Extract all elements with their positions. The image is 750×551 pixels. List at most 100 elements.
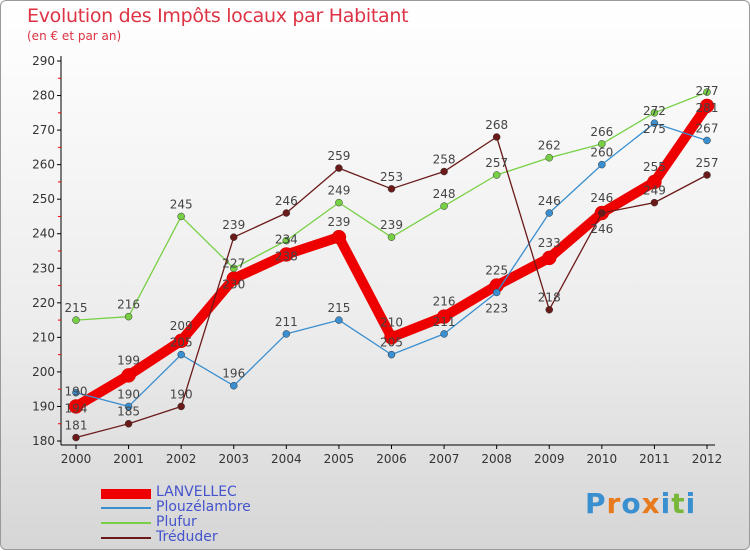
data-label: 185 bbox=[117, 405, 140, 419]
data-label: 249 bbox=[643, 184, 666, 198]
data-label: 205 bbox=[380, 336, 403, 350]
data-point bbox=[545, 209, 553, 217]
y-tick-label: 260 bbox=[32, 158, 55, 172]
y-tick-label: 220 bbox=[32, 296, 55, 310]
data-label: 249 bbox=[327, 184, 350, 198]
data-point bbox=[68, 399, 84, 414]
x-tick-label: 2006 bbox=[376, 452, 407, 466]
y-tick-label: 180 bbox=[32, 434, 55, 448]
data-label: 194 bbox=[65, 402, 88, 416]
data-label: 246 bbox=[538, 194, 561, 208]
x-tick-label: 2005 bbox=[324, 452, 355, 466]
data-label: 218 bbox=[538, 291, 561, 305]
data-point bbox=[331, 229, 347, 245]
data-point bbox=[387, 350, 396, 359]
data-point bbox=[72, 388, 80, 397]
data-point bbox=[124, 312, 133, 321]
data-point bbox=[124, 419, 133, 428]
data-point bbox=[124, 402, 133, 411]
data-label: 205 bbox=[170, 336, 193, 350]
data-label: 199 bbox=[117, 353, 140, 367]
data-point bbox=[650, 109, 659, 117]
data-label: 227 bbox=[222, 257, 245, 271]
data-label: 210 bbox=[380, 315, 403, 329]
data-point bbox=[545, 305, 553, 314]
data-point bbox=[230, 381, 238, 390]
data-point bbox=[598, 140, 606, 148]
x-tick-label: 2011 bbox=[639, 452, 670, 466]
data-point bbox=[545, 153, 553, 162]
data-label: 190 bbox=[170, 387, 193, 401]
y-tick-label: 200 bbox=[32, 365, 55, 379]
logo-letter: i bbox=[660, 487, 672, 520]
data-label: 258 bbox=[433, 153, 456, 167]
x-tick-label: 2009 bbox=[534, 452, 565, 466]
x-tick-label: 2003 bbox=[218, 452, 249, 466]
data-label: 253 bbox=[380, 170, 403, 184]
proxiti-logo: Proxiti bbox=[585, 487, 696, 520]
y-tick-label: 240 bbox=[32, 227, 55, 241]
legend-swatch bbox=[101, 489, 151, 499]
x-tick-label: 2004 bbox=[271, 452, 302, 466]
data-point bbox=[598, 209, 606, 217]
data-label: 211 bbox=[433, 315, 456, 329]
data-label: 266 bbox=[590, 125, 613, 139]
data-point bbox=[384, 330, 399, 345]
data-label: 209 bbox=[170, 319, 193, 333]
data-point bbox=[279, 247, 294, 262]
data-point bbox=[699, 98, 715, 114]
y-tick-label: 270 bbox=[32, 123, 55, 137]
data-label: 196 bbox=[222, 367, 245, 381]
x-tick-label: 2010 bbox=[587, 452, 618, 466]
data-label: 239 bbox=[222, 218, 245, 232]
data-point bbox=[335, 164, 343, 172]
data-label: 245 bbox=[170, 197, 193, 211]
data-label: 257 bbox=[696, 156, 719, 170]
data-point bbox=[440, 167, 448, 176]
data-label: 255 bbox=[643, 160, 666, 174]
data-point bbox=[387, 185, 396, 193]
data-label: 260 bbox=[590, 146, 613, 160]
x-tick-label: 2002 bbox=[166, 452, 197, 466]
data-point bbox=[230, 233, 238, 241]
legend-swatch bbox=[101, 522, 151, 524]
data-label: 275 bbox=[643, 122, 666, 136]
y-tick-label: 250 bbox=[32, 192, 55, 206]
data-point bbox=[177, 402, 185, 411]
x-tick-label: 2001 bbox=[113, 452, 144, 466]
data-point bbox=[650, 119, 659, 127]
data-point bbox=[72, 433, 80, 442]
legend-label: Tréduder bbox=[156, 529, 218, 545]
data-label: 215 bbox=[65, 301, 88, 315]
data-label: 216 bbox=[433, 295, 456, 309]
data-point bbox=[440, 202, 448, 210]
data-point bbox=[72, 316, 80, 324]
data-point bbox=[703, 88, 711, 96]
data-point bbox=[282, 209, 291, 217]
data-point bbox=[703, 171, 711, 179]
data-label: 262 bbox=[538, 139, 561, 153]
y-tick-label: 190 bbox=[32, 399, 55, 413]
legend-label: LANVELLEC bbox=[156, 484, 237, 500]
x-tick-label: 2000 bbox=[61, 452, 92, 466]
data-label: 230 bbox=[222, 277, 245, 291]
data-label: 259 bbox=[327, 149, 350, 163]
data-label: 281 bbox=[696, 101, 719, 115]
data-label: 223 bbox=[485, 301, 508, 315]
x-tick-label: 2012 bbox=[692, 452, 723, 466]
y-tick-label: 290 bbox=[32, 54, 55, 68]
logo-letter: t bbox=[671, 487, 686, 520]
data-point bbox=[492, 133, 501, 141]
x-tick-label: 2008 bbox=[481, 452, 512, 466]
data-label: 225 bbox=[485, 264, 508, 278]
logo-letter: o bbox=[621, 487, 642, 520]
data-label: 272 bbox=[643, 104, 666, 118]
data-label: 267 bbox=[696, 121, 719, 135]
data-label: 190 bbox=[65, 384, 88, 398]
legend-swatch bbox=[101, 507, 151, 509]
data-point bbox=[492, 288, 501, 297]
data-point bbox=[121, 368, 136, 383]
data-point bbox=[436, 309, 452, 324]
